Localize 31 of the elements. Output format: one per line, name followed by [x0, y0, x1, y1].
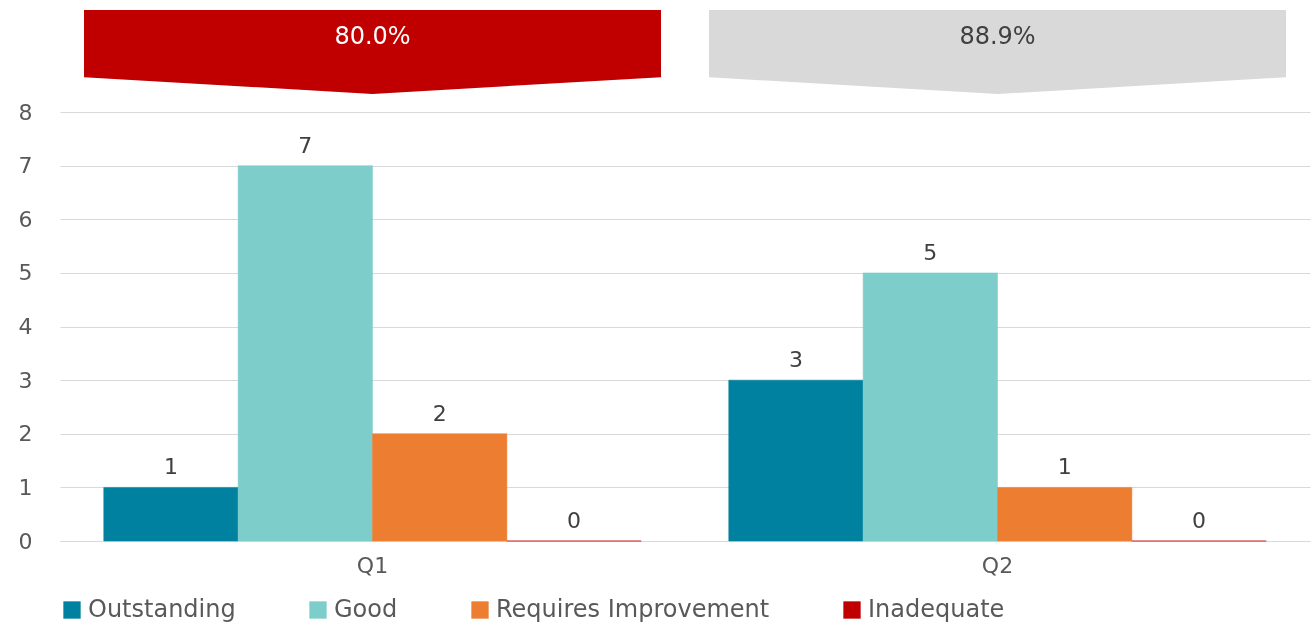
data-label: 7: [298, 132, 313, 158]
x-tick-label: Q1: [356, 552, 389, 578]
y-tick-label: 1: [18, 474, 33, 500]
bar: [728, 379, 864, 542]
y-tick-label: 5: [18, 260, 33, 286]
bar: [237, 165, 373, 542]
data-label: 5: [923, 239, 938, 265]
data-label: 3: [788, 347, 803, 373]
bar: [997, 487, 1133, 542]
y-tick-label: 6: [18, 206, 33, 232]
y-tick-label: 4: [18, 314, 33, 339]
data-label: 0: [567, 508, 582, 533]
y-tick-label: 2: [18, 421, 33, 447]
bar: [372, 433, 508, 542]
y-tick-label: 7: [18, 153, 33, 179]
y-tick-label: 0: [18, 528, 33, 554]
y-tick-label: 3: [18, 367, 33, 393]
text: 88.9%: [958, 22, 1037, 50]
bar: [103, 487, 239, 542]
legend-label: Good: [334, 595, 398, 623]
data-label: 1: [1057, 454, 1072, 480]
bar: [862, 272, 998, 542]
legend-label: Requires Improvement: [496, 595, 770, 623]
y-tick-label: 8: [18, 99, 33, 125]
data-label: 0: [1192, 508, 1207, 533]
data-label: 1: [163, 454, 178, 480]
data-label: 2: [432, 400, 447, 426]
legend-label: Inadequate: [868, 595, 1005, 623]
x-tick-label: Q2: [981, 552, 1014, 578]
text: 80.0%: [333, 22, 412, 50]
legend-label: Outstanding: [88, 595, 236, 623]
